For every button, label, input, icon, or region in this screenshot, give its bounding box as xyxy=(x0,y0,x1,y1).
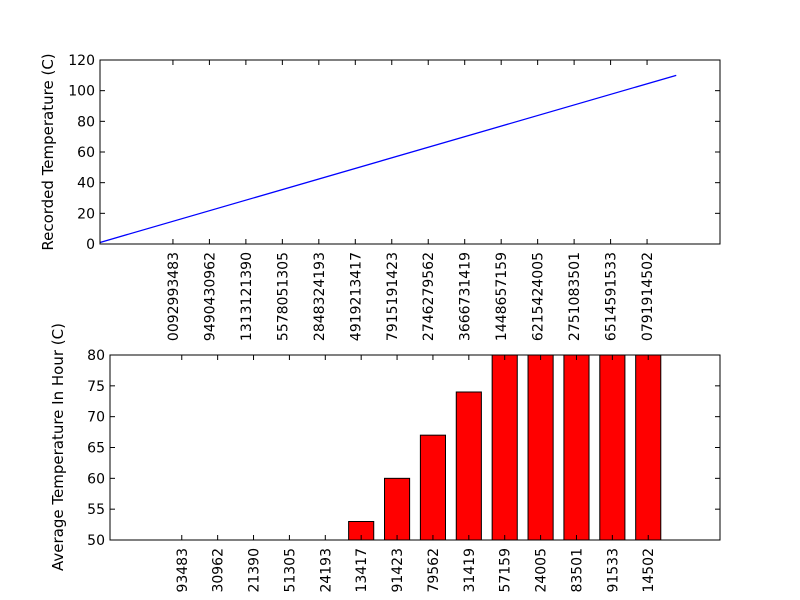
line-chart-x-ticks: 0092993483 9490430962 1313121390 5578051305… xyxy=(166,60,656,341)
bar xyxy=(563,354,590,541)
bar xyxy=(384,477,411,541)
line-chart-y-tick-label: 100 xyxy=(68,84,95,100)
line-chart-y-axis-label: Recorded Temperature (C) xyxy=(39,53,57,250)
line-chart-x-tick-label: 3666731419 xyxy=(458,252,474,341)
line-chart-x-tick-label: 0791914502 xyxy=(640,252,656,341)
bar-chart-y-tick-label: 55 xyxy=(87,502,105,518)
bar-chart-x-tick-label: 24005 xyxy=(534,548,550,593)
bar-chart-x-tick-label: 91423 xyxy=(390,548,406,593)
line-chart-plot-frame xyxy=(99,59,721,245)
bar xyxy=(635,354,662,541)
line-chart-y-tick-label: 0 xyxy=(86,237,95,253)
line-chart-x-tick-label: 4919213417 xyxy=(348,252,364,341)
bar-chart-y-tick-label: 65 xyxy=(87,441,105,457)
line-chart-x-tick-label: 2746279562 xyxy=(421,252,437,341)
line-chart-x-tick-label: 7915191423 xyxy=(385,252,401,341)
line-chart-x-tick-label: 0092993483 xyxy=(166,252,182,341)
bar xyxy=(599,354,626,541)
bar-chart-plot-frame xyxy=(109,354,721,541)
bar-chart-x-ticks: 93483 30962 21390 51305 24193 13417 91423 79562… xyxy=(175,355,657,593)
line-chart-x-tick-label: 5578051305 xyxy=(275,252,291,341)
line-chart: Recorded Temperature (C) 0 20 40 60 80 100 120… xyxy=(39,53,721,341)
bar-chart-x-tick-label: 57159 xyxy=(498,548,514,593)
bar-chart-x-tick-label: 21390 xyxy=(247,548,263,593)
bar-chart-x-tick-label: 79562 xyxy=(426,548,442,593)
line-chart-x-tick-label: 6514591533 xyxy=(604,252,620,341)
line-chart-x-tick-label: 1448657159 xyxy=(494,252,510,341)
temperature-line xyxy=(99,74,677,244)
line-chart-x-tick-label: 1313121390 xyxy=(239,252,255,341)
bar xyxy=(455,391,482,541)
bar-chart-x-tick-label: 91533 xyxy=(605,548,621,593)
line-chart-series xyxy=(99,74,677,244)
bar-chart-x-tick-label: 31419 xyxy=(462,548,478,593)
bar-chart-y-tick-label: 75 xyxy=(87,379,105,395)
line-chart-y-tick-label: 40 xyxy=(77,176,95,192)
bar-chart-x-tick-label: 24193 xyxy=(318,548,334,593)
bar-chart-y-tick-label: 80 xyxy=(87,348,105,364)
line-chart-y-tick-label: 60 xyxy=(77,145,95,161)
bar-chart-x-tick-label: 13417 xyxy=(354,548,370,593)
bar-chart-y-tick-label: 70 xyxy=(87,410,105,426)
line-chart-x-tick-label: 6215424005 xyxy=(531,252,547,341)
bar-chart-y-tick-label: 60 xyxy=(87,471,105,487)
line-chart-x-tick-label: 2751083501 xyxy=(567,252,583,341)
bar-chart-y-axis-label: Average Temperature In Hour (C) xyxy=(49,323,67,571)
bar-chart-bars xyxy=(348,354,662,541)
bar xyxy=(419,434,447,541)
bar-chart-x-tick-label: 93483 xyxy=(175,548,191,593)
bar-chart-x-tick-label: 83501 xyxy=(569,548,585,593)
line-chart-x-tick-label: 2848324193 xyxy=(312,252,328,341)
line-chart-x-tick-label: 9490430962 xyxy=(202,252,218,341)
bar xyxy=(527,354,554,541)
line-chart-y-tick-label: 80 xyxy=(77,114,95,130)
line-chart-y-ticks: 0 20 40 60 80 100 120 xyxy=(68,53,720,253)
bar-chart: Average Temperature In Hour (C) 50 55 60 65… xyxy=(49,323,721,593)
line-chart-y-tick-label: 20 xyxy=(77,206,95,222)
bar-chart-y-tick-label: 50 xyxy=(87,533,105,549)
bar-chart-x-tick-label: 51305 xyxy=(282,548,298,593)
bar-chart-x-tick-label: 14502 xyxy=(641,548,657,593)
line-chart-y-tick-label: 120 xyxy=(68,53,95,69)
bar-chart-x-tick-label: 30962 xyxy=(211,548,227,593)
bar xyxy=(491,354,518,541)
